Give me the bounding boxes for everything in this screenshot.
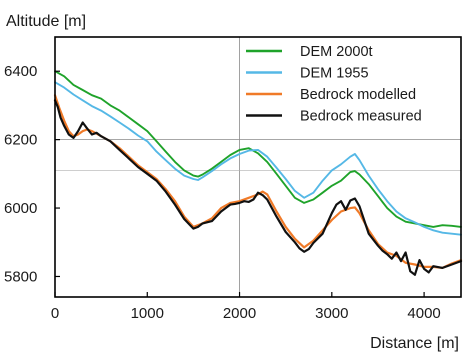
y-tick-label: 5800: [4, 268, 37, 285]
series-layer: [53, 70, 463, 276]
y-tick-label: 6200: [4, 132, 37, 149]
series-line-2: [54, 81, 462, 236]
legend-label: Bedrock measured: [300, 109, 422, 125]
gridlines: [55, 37, 461, 297]
x-axis-ticks: 0 1000 2000 3000 4000: [51, 292, 441, 322]
plot-frame: [54, 36, 462, 298]
series-line-1: [54, 70, 462, 228]
legend-label: DEM 1955: [300, 66, 369, 82]
x-tick-label: 1000: [131, 305, 164, 322]
y-axis-ticks: 5800 6000 6200 6400: [4, 63, 60, 285]
series-line-4: [53, 99, 463, 276]
y-tick-label: 6000: [4, 200, 37, 217]
x-axis-title: Distance [m]: [370, 335, 459, 352]
x-tick-label: 2000: [223, 305, 256, 322]
y-tick-label: 6400: [4, 63, 37, 80]
legend-label: Bedrock modelled: [300, 87, 416, 103]
x-tick-label: 0: [51, 305, 59, 322]
legend-label: DEM 2000t: [300, 44, 373, 60]
x-tick-label: 3000: [315, 305, 348, 322]
x-tick-label: 4000: [407, 305, 440, 322]
y-axis-title: Altitude [m]: [6, 13, 86, 30]
legend: DEM 2000t DEM 1955 Bedrock modelled Bedrock…: [246, 44, 422, 125]
